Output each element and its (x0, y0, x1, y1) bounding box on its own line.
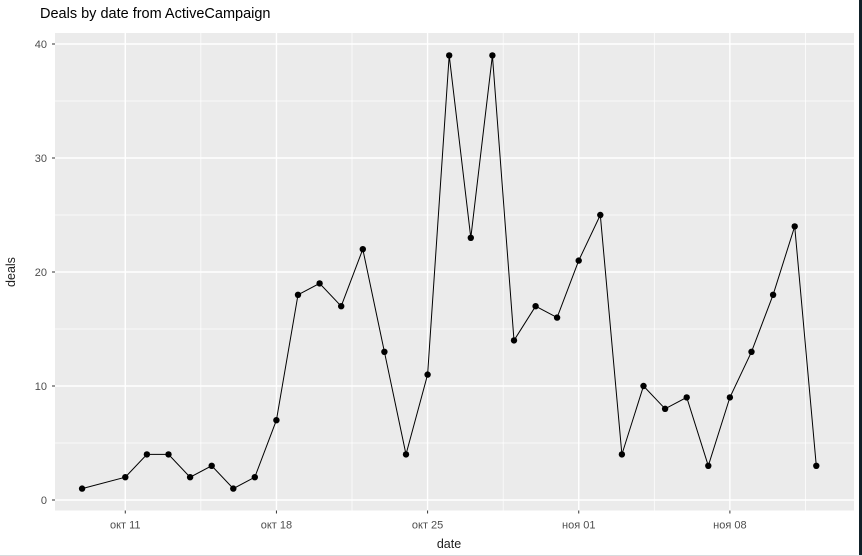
x-tick-label: окт 18 (261, 520, 292, 532)
y-tick-label: 40 (35, 39, 47, 51)
y-tick-label: 20 (35, 267, 47, 279)
data-point (705, 462, 712, 469)
data-point (359, 246, 366, 253)
data-point (510, 337, 518, 344)
y-axis-title: deals (4, 257, 18, 287)
data-point (618, 451, 626, 458)
data-point (294, 291, 302, 298)
data-point (316, 280, 323, 287)
data-point (813, 462, 820, 469)
data-point (683, 394, 690, 401)
y-tick-label: 30 (35, 153, 47, 165)
data-point (186, 474, 194, 481)
data-point (748, 348, 755, 355)
data-point (208, 462, 215, 469)
data-point (640, 382, 647, 390)
data-line (81, 55, 817, 490)
data-point (122, 474, 129, 481)
data-point (424, 371, 431, 378)
y-tick-label: 0 (41, 495, 47, 507)
data-point (143, 451, 151, 458)
x-tick-label: ноя 08 (713, 520, 746, 532)
data-point (251, 474, 258, 481)
window-border-right (859, 0, 862, 556)
data-point (769, 291, 777, 298)
data-point (553, 314, 561, 321)
data-point (78, 485, 86, 492)
data-point (661, 405, 669, 412)
data-point (467, 234, 474, 241)
data-point (381, 348, 388, 355)
data-point (338, 303, 345, 310)
data-point (165, 451, 172, 458)
x-tick-label: окт 25 (412, 520, 443, 532)
x-tick-label: окт 11 (110, 520, 141, 532)
data-point (402, 451, 410, 458)
data-point (791, 223, 798, 230)
y-tick-label: 10 (35, 381, 47, 393)
data-point (489, 52, 496, 59)
data-point (726, 394, 734, 401)
chart-title: Deals by date from ActiveCampaign (40, 6, 271, 22)
x-axis-title: date (437, 537, 461, 551)
x-tick-label: ноя 01 (562, 520, 595, 532)
data-point (273, 417, 280, 424)
data-point (230, 485, 237, 492)
data-point (532, 303, 539, 310)
data-point (575, 257, 582, 264)
data-point (446, 52, 453, 59)
data-point (597, 211, 604, 219)
